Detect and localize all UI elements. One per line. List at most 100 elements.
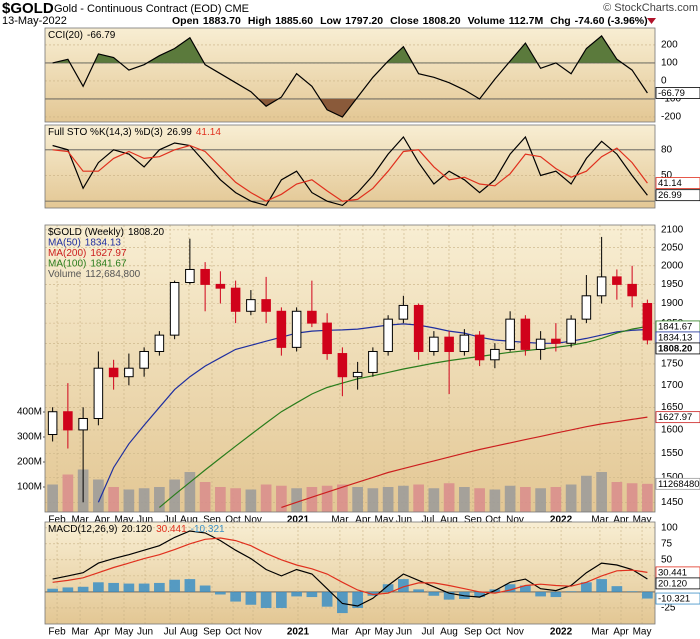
candle-body [368,350,378,373]
x-tick-label: Apr [355,627,371,638]
candle-body [642,302,653,341]
series-line [52,530,648,607]
candle-body [291,310,302,348]
date: 13-May-2022 [2,15,67,27]
series-line [52,35,648,118]
bar [337,591,348,614]
bar [276,485,287,512]
candle-body [169,282,180,336]
x-tick-label: May [633,515,652,526]
candle-body [505,318,515,350]
bar [169,579,180,592]
bar [47,484,58,512]
value-tag: 1834.13 [658,332,692,343]
x-tick-label: Jun [396,627,412,638]
candle-body [124,367,134,378]
bar [550,591,562,598]
bar [352,591,363,608]
legend-entry: Full STO %K(14,3) %D(3) 26.99 41.14 [48,127,221,138]
bar [581,582,592,592]
bar [565,484,577,512]
x-tick-label: May [115,515,134,526]
x-tick-label: Aug [440,627,458,638]
x-tick-label: Aug [180,627,198,638]
y-tick-label: 75 [661,538,673,549]
bar [504,485,516,512]
candle-body [108,367,119,378]
bar [245,591,257,605]
x-tick-label: Oct [225,515,241,526]
x-tick-label: 2022 [550,627,573,638]
candle-body [612,276,622,285]
panel-border [44,224,656,513]
fill-wrap [52,98,648,117]
bar [321,591,333,607]
x-tick-label: Nov [244,627,262,638]
y-tick-label: 1950 [661,279,684,290]
bar [520,487,531,512]
y-tick-label: 1500 [661,472,684,483]
panel-border [44,124,656,209]
cci-fill [52,98,648,117]
legend-text: 1808.20 [128,227,165,238]
series-line [159,325,648,508]
value-tag: 112684800 [658,479,700,490]
bar [62,474,74,512]
candle-body [535,338,546,350]
bar [428,488,440,512]
bar [154,487,165,512]
x-tick-label: Nov [506,515,524,526]
x-tick-label: Sep [464,627,482,638]
y-tick-label: 50 [661,554,673,565]
bar [215,591,226,595]
value-tag-box [655,189,700,202]
value-tag-box [655,342,700,355]
candle-body [47,411,58,436]
bar [535,591,546,597]
stat-label: Volume [468,15,505,27]
x-tick-label: Mar [331,515,349,526]
bar [642,591,653,599]
x-tick-label: Nov [506,627,524,638]
x-tick-label: Oct [485,627,501,638]
value-tag-box [655,477,700,490]
bar [93,582,104,592]
value-tag: 1841.67 [658,321,692,332]
stat-label: Close [390,15,419,27]
bar [596,472,607,512]
stat-label: Chg [550,15,570,27]
candle-body [200,268,210,285]
bar [489,489,501,512]
bar [581,475,592,512]
x-tick-label: Aug [180,515,198,526]
bar [108,582,119,592]
x-tick-label: May [375,627,394,638]
bar [306,487,318,512]
y-tick-label: -200 [661,112,681,123]
y-tick-label: 1900 [661,298,684,309]
bar [291,488,302,512]
bar [413,589,424,592]
bar [382,584,394,592]
x-tick-label: Oct [485,515,501,526]
plot-area [52,135,648,207]
legend-text: $GOLD (Weekly) [48,227,124,238]
value-tag: -10.321 [658,594,690,605]
bar [123,489,135,512]
y-tick-label: 2000 [661,260,684,271]
x-tick-label: Apr [355,515,371,526]
bar [138,488,150,512]
legend-text: -10.321 [191,524,225,535]
candle-body [596,276,607,297]
stat-value: -74.60 (-3.96%) [575,15,648,27]
legend-text: MA(100) [48,258,86,269]
x-tick-label: May [115,627,134,638]
candle-body [398,304,409,320]
candle-body [444,336,454,352]
bar [611,586,623,592]
bar [443,591,455,600]
bar [260,591,272,608]
x-tick-label: Jul [164,627,177,638]
x-tick-label: Apr [94,627,110,638]
value-tag: 1808.20 [658,343,692,354]
